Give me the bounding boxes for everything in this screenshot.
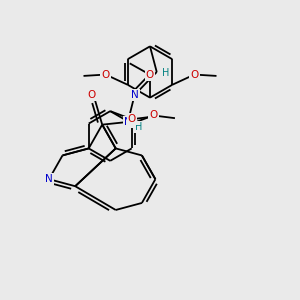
- Text: O: O: [88, 90, 96, 100]
- Text: O: O: [149, 110, 158, 121]
- Text: N: N: [45, 174, 53, 184]
- Text: O: O: [101, 70, 110, 80]
- Text: O: O: [146, 70, 154, 80]
- Text: O: O: [190, 70, 199, 80]
- Text: N: N: [131, 90, 139, 100]
- Text: H: H: [135, 122, 142, 132]
- Text: O: O: [128, 114, 136, 124]
- Text: N: N: [124, 117, 132, 127]
- Text: H: H: [162, 68, 169, 78]
